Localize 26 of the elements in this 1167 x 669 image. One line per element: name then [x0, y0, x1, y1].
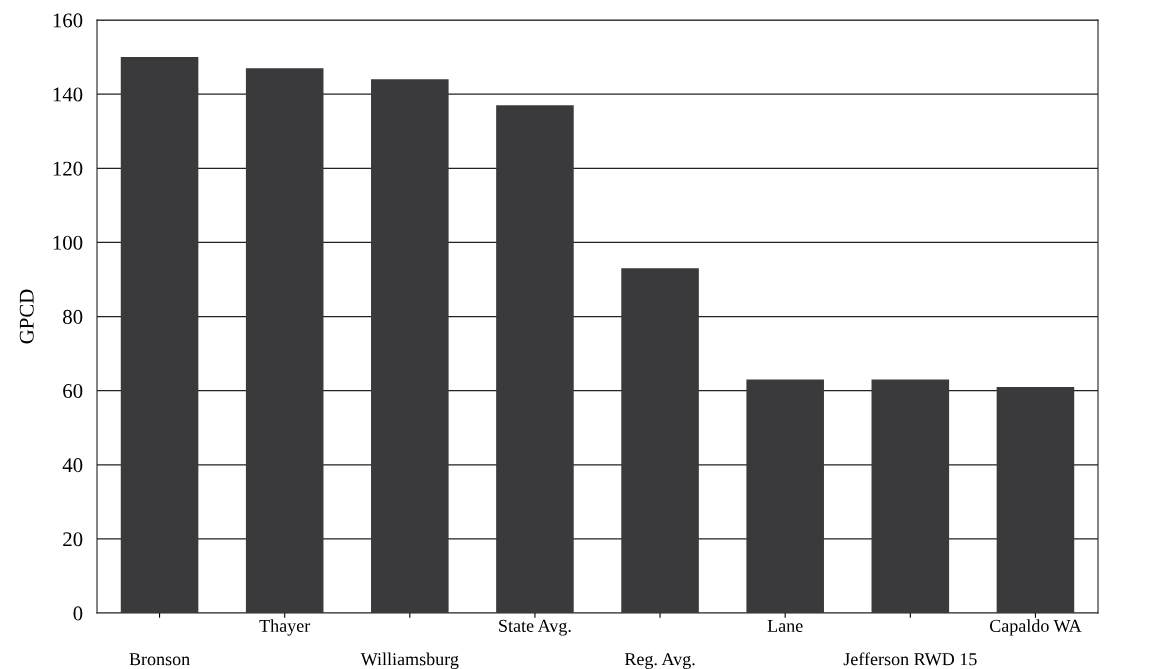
x-tick-label: Capaldo WA	[989, 619, 1082, 636]
x-tick-label: Reg. Avg.	[624, 653, 695, 669]
y-tick-label: 120	[53, 161, 83, 176]
x-tick-label: Lane	[767, 619, 803, 632]
x-tick-label: Williamsburg	[360, 652, 459, 669]
bar	[746, 379, 824, 613]
x-tick-label: Thayer	[259, 619, 311, 636]
x-tick-label: Jefferson RWD 15	[843, 652, 977, 666]
bar	[621, 268, 699, 613]
bar	[496, 105, 574, 613]
y-tick-label: 0	[73, 606, 83, 621]
x-tick-label: State Avg.	[499, 619, 571, 636]
y-tick-label: 100	[53, 235, 83, 250]
y-tick-label: 20	[63, 532, 83, 547]
y-tick-label: 40	[62, 458, 83, 473]
x-tick-label: Bronson	[129, 653, 190, 666]
y-tick-label: 80	[63, 309, 83, 324]
bar	[245, 68, 324, 613]
y-tick-label: 60	[63, 384, 83, 399]
bar	[371, 79, 449, 613]
bar	[996, 386, 1075, 613]
bar	[871, 379, 950, 613]
bar	[120, 57, 199, 613]
y-tick-label: 140	[53, 87, 83, 102]
y-axis-title: GPCD	[19, 289, 34, 344]
y-tick-label: 160	[53, 13, 83, 28]
